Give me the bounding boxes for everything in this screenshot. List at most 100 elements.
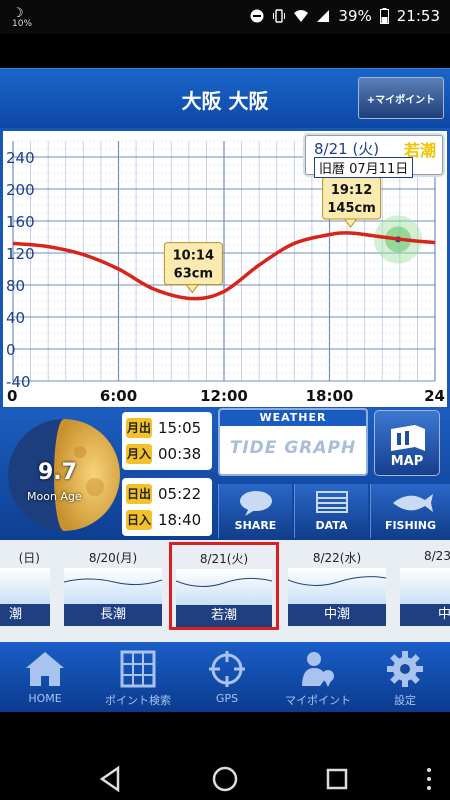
day-date: 8/20(月) — [88, 551, 138, 565]
nav-mypoint-label: マイポイント — [285, 694, 351, 707]
y-tick-label: 40 — [6, 309, 25, 327]
x-tick-label: 0 — [7, 387, 17, 405]
tide-callout-time: 10:14 — [173, 249, 214, 264]
back-icon[interactable] — [96, 764, 126, 794]
sunset-label: 日入 — [126, 510, 152, 530]
person-pin-icon — [302, 652, 334, 687]
small-battery-text: 10% — [12, 19, 33, 29]
y-tick-label: 0 — [6, 341, 16, 359]
moon-phase-panel[interactable]: 9.7 Moon Age — [0, 412, 120, 538]
x-tick-label: 24 — [424, 387, 445, 405]
moon-phase-icon — [8, 419, 120, 531]
day-card-0823[interactable]: 8/23 中 — [400, 544, 450, 636]
nav-point-search-label: ポイント検索 — [105, 694, 171, 707]
y-tick-label: 160 — [6, 213, 35, 231]
chart-date-box: 8/21 (火) 若潮 旧暦 07月11日 — [305, 135, 443, 178]
fishing-button[interactable]: FISHING — [370, 484, 450, 538]
map-icon — [391, 425, 425, 451]
x-tick-label: 6:00 — [100, 387, 137, 405]
day-card-prev[interactable]: (日) 潮 — [0, 544, 50, 636]
day-date: 8/21(火) — [199, 552, 249, 566]
x-tick-label: 18:00 — [306, 387, 354, 405]
dnd-icon — [250, 9, 264, 23]
battery-text: 39% — [338, 7, 372, 25]
chart-date: 8/21 (火) — [314, 140, 380, 158]
nav-home-label: HOME — [28, 692, 62, 705]
y-tick-label: 240 — [6, 149, 35, 167]
nav-settings[interactable]: 設定 — [370, 642, 440, 712]
tide-line — [12, 231, 436, 301]
map-button[interactable]: MAP — [374, 410, 440, 476]
home-circle-icon[interactable] — [210, 764, 240, 794]
share-label: SHARE — [234, 519, 277, 532]
moonset-row: 月入 00:38 — [126, 443, 201, 465]
day-card-0821-selected[interactable]: 8/21(火) 若潮 — [169, 542, 279, 630]
sunset-time: 18:40 — [158, 511, 202, 529]
system-nav-bar — [0, 712, 450, 800]
y-tick-label: 80 — [6, 277, 25, 295]
day-selector-strip[interactable]: (日) 潮 8/20(月) 長潮 8/21(火) 若潮 8/22(水) 中潮 8… — [0, 540, 450, 642]
weather-tide-graph-button[interactable]: WEATHER TIDE GRAPH — [218, 408, 368, 476]
day-tide: 潮 — [0, 604, 50, 626]
tide-chart-panel: 240 200 160 120 80 40 0 -40 0 6:00 12:00 18:00 24 10:… — [0, 128, 450, 410]
day-card-0822[interactable]: 8/22(水) 中潮 — [287, 544, 387, 636]
tide-callout-time: 19:12 — [331, 183, 372, 198]
day-date: (日) — [18, 551, 40, 565]
tide-callout-pointer — [343, 218, 358, 228]
tide-callout-level: 63cm — [174, 267, 213, 282]
sunrise-row: 日出 05:22 — [126, 483, 201, 505]
nav-mypoint[interactable]: マイポイント — [268, 642, 368, 712]
moonset-time: 00:38 — [158, 445, 202, 463]
map-search-icon — [120, 650, 156, 688]
table-icon — [316, 491, 348, 513]
sunset-row: 日入 18:40 — [126, 509, 201, 531]
add-mypoint-button[interactable]: +マイポイント — [358, 77, 444, 119]
tide-callout-pointer — [185, 284, 200, 294]
gear-icon — [387, 651, 423, 687]
lunar-date: 旧暦 07月11日 — [314, 157, 414, 178]
signal-icon — [317, 10, 330, 22]
map-label: MAP — [390, 454, 424, 469]
vibrate-icon — [273, 9, 286, 23]
home-icon — [26, 652, 64, 686]
data-label: DATA — [315, 519, 348, 532]
nav-gps[interactable]: GPS — [192, 642, 262, 712]
recents-icon[interactable] — [322, 764, 352, 794]
moon-times-box: 月出 15:05 月入 00:38 — [122, 412, 212, 470]
app-header: 大阪 大阪 +マイポイント — [0, 68, 450, 128]
fishing-label: FISHING — [384, 519, 437, 532]
day-date: 8/22(水) — [312, 551, 362, 565]
wifi-icon — [294, 10, 309, 22]
share-button[interactable]: SHARE — [218, 484, 292, 538]
moonrise-label: 月出 — [126, 418, 152, 438]
day-tide: 中潮 — [288, 604, 386, 626]
crosshair-icon — [209, 651, 245, 687]
fish-icon — [393, 494, 433, 512]
y-tick-label: 200 — [6, 181, 35, 199]
page-title: 大阪 大阪 — [181, 89, 269, 113]
nav-gps-label: GPS — [215, 692, 239, 705]
day-card-0820[interactable]: 8/20(月) 長潮 — [63, 544, 163, 636]
moon-status-icon: ☽ — [12, 6, 24, 21]
more-icon[interactable] — [424, 764, 434, 794]
moonrise-time: 15:05 — [158, 419, 202, 437]
sun-times-box: 日出 05:22 日入 18:40 — [122, 478, 212, 536]
sunrise-time: 05:22 — [158, 485, 202, 503]
day-tide: 中 — [400, 604, 450, 626]
moonrise-row: 月出 15:05 — [126, 417, 201, 439]
y-tick-label: -40 — [6, 373, 31, 391]
data-button[interactable]: DATA — [294, 484, 368, 538]
chart-tide-type: 若潮 — [403, 141, 436, 160]
speech-bubble-icon — [240, 491, 272, 516]
day-date: 8/23 — [424, 549, 450, 563]
nav-point-search[interactable]: ポイント検索 — [88, 642, 188, 712]
tide-chart[interactable]: 240 200 160 120 80 40 0 -40 0 6:00 12:00 18:00 24 10:… — [3, 131, 447, 407]
bottom-nav: HOME ポイント検索 GPS マイポイント — [0, 642, 450, 712]
moon-age-label: Moon Age — [27, 490, 82, 503]
x-tick-label: 12:00 — [200, 387, 248, 405]
y-tick-label: 120 — [6, 245, 35, 263]
moonset-label: 月入 — [126, 444, 152, 464]
day-tide: 長潮 — [64, 604, 162, 626]
moon-age-value: 9.7 — [38, 460, 77, 485]
nav-home[interactable]: HOME — [10, 642, 80, 712]
